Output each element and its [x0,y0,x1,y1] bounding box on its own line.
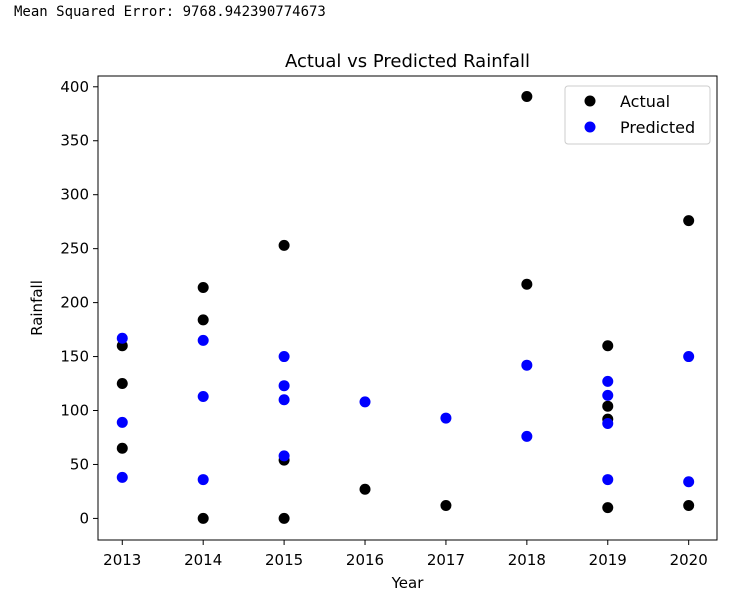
predicted-point [197,474,209,486]
data-points [116,91,695,524]
predicted-point [602,417,614,429]
predicted-point [683,351,695,363]
actual-point [278,239,290,251]
chart-title: Actual vs Predicted Rainfall [285,51,530,72]
actual-point [521,91,533,103]
predicted-point [602,389,614,401]
predicted-point [197,334,209,346]
actual-point [521,278,533,290]
predicted-point [440,412,452,424]
actual-point [683,215,695,227]
predicted-point [278,394,290,406]
actual-point [197,314,209,326]
predicted-point [278,351,290,363]
y-tick-label: 400 [60,78,89,96]
actual-point [359,483,371,495]
plot-frame [97,75,718,541]
actual-point [116,378,128,390]
predicted-point [116,416,128,428]
legend-label-actual: Actual [620,92,670,111]
predicted-point [197,390,209,402]
y-tick-label: 300 [60,186,89,204]
legend-box [564,85,711,145]
y-axis-label: Rainfall [28,280,46,336]
actual-point [440,499,452,511]
predicted-point [602,474,614,486]
legend: Actual Predicted [564,85,711,145]
y-tick-label: 250 [60,240,89,258]
y-tick-label: 50 [70,455,89,473]
predicted-point [359,396,371,408]
x-tick-label: 2013 [103,551,141,569]
x-tick-label: 2020 [670,551,708,569]
actual-point [683,499,695,511]
x-tick-label: 2014 [184,551,222,569]
actual-point [197,281,209,293]
y-tick-label: 0 [79,509,89,527]
predicted-point [683,476,695,488]
mse-output-text: Mean Squared Error: 9768.942390774673 [14,4,326,20]
actual-point [602,502,614,514]
x-tick-label: 2017 [427,551,465,569]
y-tick-label: 100 [60,402,89,420]
legend-marker-predicted [584,121,596,133]
axis-ticks: 2013 2014 2015 2016 2017 2018 2019 2020 0 50 100 15… [60,78,707,569]
x-tick-label: 2019 [589,551,627,569]
predicted-point [116,332,128,344]
actual-point [197,512,209,524]
x-tick-label: 2018 [508,551,546,569]
y-tick-label: 150 [60,348,89,366]
actual-point [116,442,128,454]
legend-marker-actual [584,95,596,107]
predicted-point [602,375,614,387]
y-tick-label: 350 [60,132,89,150]
actual-point [602,340,614,352]
predicted-point [278,450,290,462]
y-tick-label: 200 [60,294,89,312]
actual-point [602,400,614,412]
actual-point [116,340,128,352]
actual-point [278,512,290,524]
legend-label-predicted: Predicted [620,118,695,137]
x-axis-label: Year [391,574,425,592]
x-tick-label: 2015 [265,551,303,569]
predicted-point [278,380,290,392]
predicted-point [116,471,128,483]
predicted-point [521,430,533,442]
x-tick-label: 2016 [346,551,384,569]
predicted-point [521,359,533,371]
